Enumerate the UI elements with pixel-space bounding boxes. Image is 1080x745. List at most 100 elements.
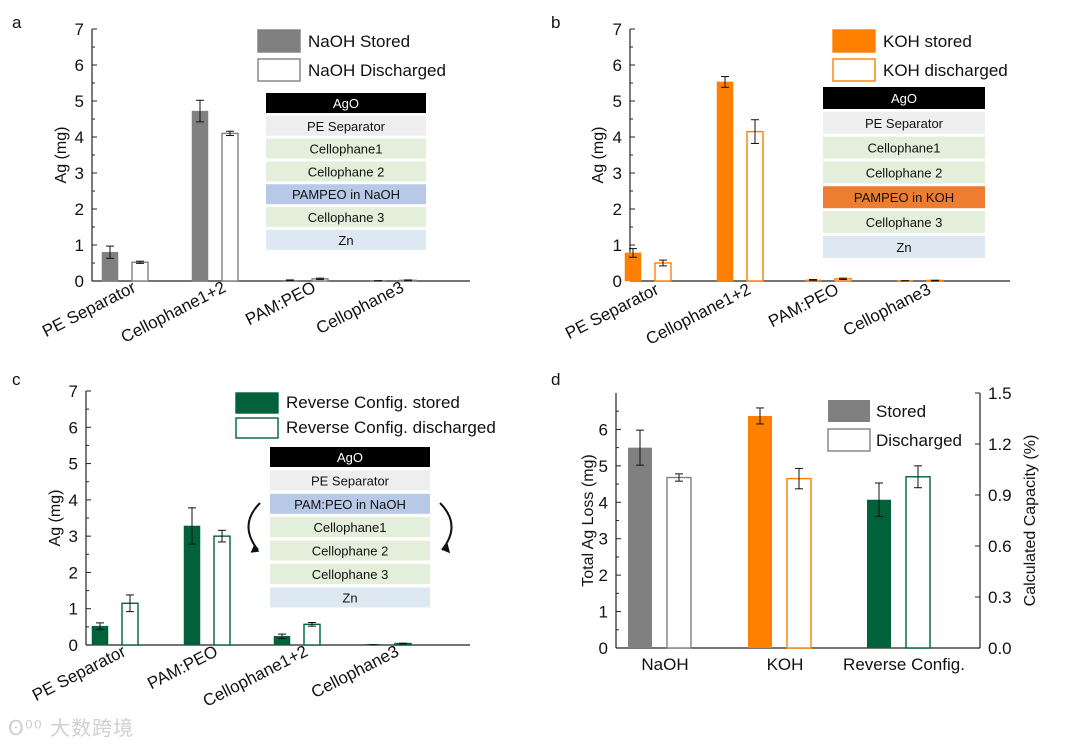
y-axis-label: Ag (mg) xyxy=(53,127,70,184)
legend-swatch xyxy=(235,392,279,414)
y-right-tick-label: 1.5 xyxy=(988,384,1012,403)
stack-layer xyxy=(270,587,430,608)
legend-label: NaOH Stored xyxy=(308,32,410,51)
legend-label: Reverse Config. stored xyxy=(286,393,460,412)
bar-discharged xyxy=(905,476,931,649)
stack-layer-label: Cellophane 3 xyxy=(866,215,943,230)
y-tick-label: 0 xyxy=(75,272,84,291)
legend-swatch-stored xyxy=(828,400,870,422)
legend-label: Stored xyxy=(876,402,926,421)
bar-discharged xyxy=(786,477,812,649)
y-tick-label: 2 xyxy=(69,563,78,582)
stack-layer-label: AgO xyxy=(337,450,363,465)
y-tick-label: 3 xyxy=(613,164,622,183)
stack-layer xyxy=(823,111,985,134)
legend-swatch xyxy=(832,58,876,82)
y-tick-label: 5 xyxy=(599,457,608,476)
stack-layer xyxy=(823,136,985,159)
y-tick-label: 4 xyxy=(75,128,84,147)
x-category-label: Cellophane3 xyxy=(308,642,402,702)
bar-discharged xyxy=(213,535,231,646)
bar-discharged xyxy=(221,132,239,282)
watermark: ʘ⁰⁰ 大数跨境 xyxy=(8,716,135,740)
stack-layer xyxy=(823,161,985,184)
x-category-label: PAM:PEO xyxy=(144,642,221,694)
swap-arrow-left-head xyxy=(250,544,260,553)
y-tick-label: 4 xyxy=(599,493,608,512)
stack-layer-label: PAMPEO in NaOH xyxy=(292,187,400,202)
stack-layer xyxy=(270,517,430,538)
y-right-tick-label: 0.3 xyxy=(988,588,1012,607)
stack-layer-label: Zn xyxy=(896,240,911,255)
legend-swatch-discharged xyxy=(827,428,871,452)
stack-layer xyxy=(266,184,426,205)
legend-label: Discharged xyxy=(876,431,962,450)
stack-layer xyxy=(266,138,426,159)
x-category-label: PAM:PEO xyxy=(242,278,319,330)
swap-arrow-right xyxy=(439,502,453,551)
y-tick-label: 2 xyxy=(599,566,608,585)
y-tick-label: 5 xyxy=(613,92,622,111)
stack-layer xyxy=(823,87,985,109)
bar-discharged xyxy=(666,476,692,649)
stack-layer xyxy=(823,186,985,209)
y-tick-label: 2 xyxy=(613,200,622,219)
y-tick-label: 5 xyxy=(69,455,78,474)
legend-label: KOH discharged xyxy=(883,61,1008,80)
stack-layer xyxy=(266,229,426,250)
y-tick-label: 1 xyxy=(599,603,608,622)
y-tick-label: 2 xyxy=(75,200,84,219)
stack-layer-label: Zn xyxy=(338,233,353,248)
panel-d: 0 1 2 3 4 5 6 0.0 0.3 0.6 0.9 1.2 1.5 Total Ag Loss (… xyxy=(580,384,1039,674)
y-axis-label-left: Total Ag Loss (mg) xyxy=(580,454,597,587)
stack-layer-label: Cellophane 2 xyxy=(866,165,943,180)
x-category-label: KOH xyxy=(767,655,804,674)
bar-stored xyxy=(748,415,772,648)
y-axis-label: Ag (mg) xyxy=(590,127,607,184)
x-category-label: NaOH xyxy=(641,655,688,674)
x-category-label: Cellophane3 xyxy=(313,278,407,338)
stack-layer-label: PE Separator xyxy=(307,119,386,134)
bar-discharged xyxy=(746,130,764,282)
stack-layer-label: AgO xyxy=(333,96,359,111)
stack-layer-label: PE Separator xyxy=(865,116,944,131)
stack-layer xyxy=(270,447,430,467)
y-tick-label: 1 xyxy=(75,236,84,255)
stack-layer xyxy=(266,207,426,227)
swap-arrow-left xyxy=(247,502,261,551)
x-category-label: Reverse Config. xyxy=(843,655,965,674)
stack-layer xyxy=(270,470,430,491)
y-tick-label: 3 xyxy=(75,164,84,183)
stack-layer-label: Cellophane 3 xyxy=(312,567,389,582)
bar-stored xyxy=(628,447,652,648)
stack-layer xyxy=(266,161,426,182)
stack-layer xyxy=(823,211,985,233)
x-category-label: Cellophane3 xyxy=(840,280,934,340)
y-right-tick-label: 0.9 xyxy=(988,486,1012,505)
legend-swatch xyxy=(235,417,279,439)
stack-layer-label: AgO xyxy=(891,91,917,106)
legend-swatch xyxy=(257,58,301,82)
stack-layer-label: Cellophane1 xyxy=(867,141,940,156)
stack-layer-label: PE Separator xyxy=(311,473,390,488)
y-tick-label: 0 xyxy=(613,272,622,291)
y-tick-label: 3 xyxy=(69,527,78,546)
panel-letter-b: b xyxy=(551,13,560,32)
watermark-text: 大数跨境 xyxy=(50,716,135,740)
stack-layer-label: Cellophane 2 xyxy=(308,164,385,179)
stack-layer xyxy=(270,540,430,561)
stack-layer xyxy=(266,93,426,113)
y-tick-label: 7 xyxy=(75,20,84,39)
y-tick-label: 0 xyxy=(69,636,78,655)
y-tick-label: 0 xyxy=(599,639,608,658)
y-right-tick-label: 0.0 xyxy=(988,639,1012,658)
y-tick-label: 5 xyxy=(75,92,84,111)
bar-discharged xyxy=(131,261,149,282)
legend-label: NaOH Discharged xyxy=(308,61,446,80)
y-axis-label: Ag (mg) xyxy=(47,490,64,547)
stack-layer-label: Cellophane1 xyxy=(313,520,386,535)
y-right-tick-label: 1.2 xyxy=(988,435,1012,454)
stack-layer-label: PAM:PEO in NaOH xyxy=(294,497,406,512)
panel-b: 0 1 2 3 4 5 6 7 Ag (mg) PE Separator Cellophane1+2… xyxy=(562,20,1010,349)
panel-c: 0 1 2 3 4 5 6 7 Ag (mg) PE Separator PAM:PEO Cellop… xyxy=(29,382,496,711)
